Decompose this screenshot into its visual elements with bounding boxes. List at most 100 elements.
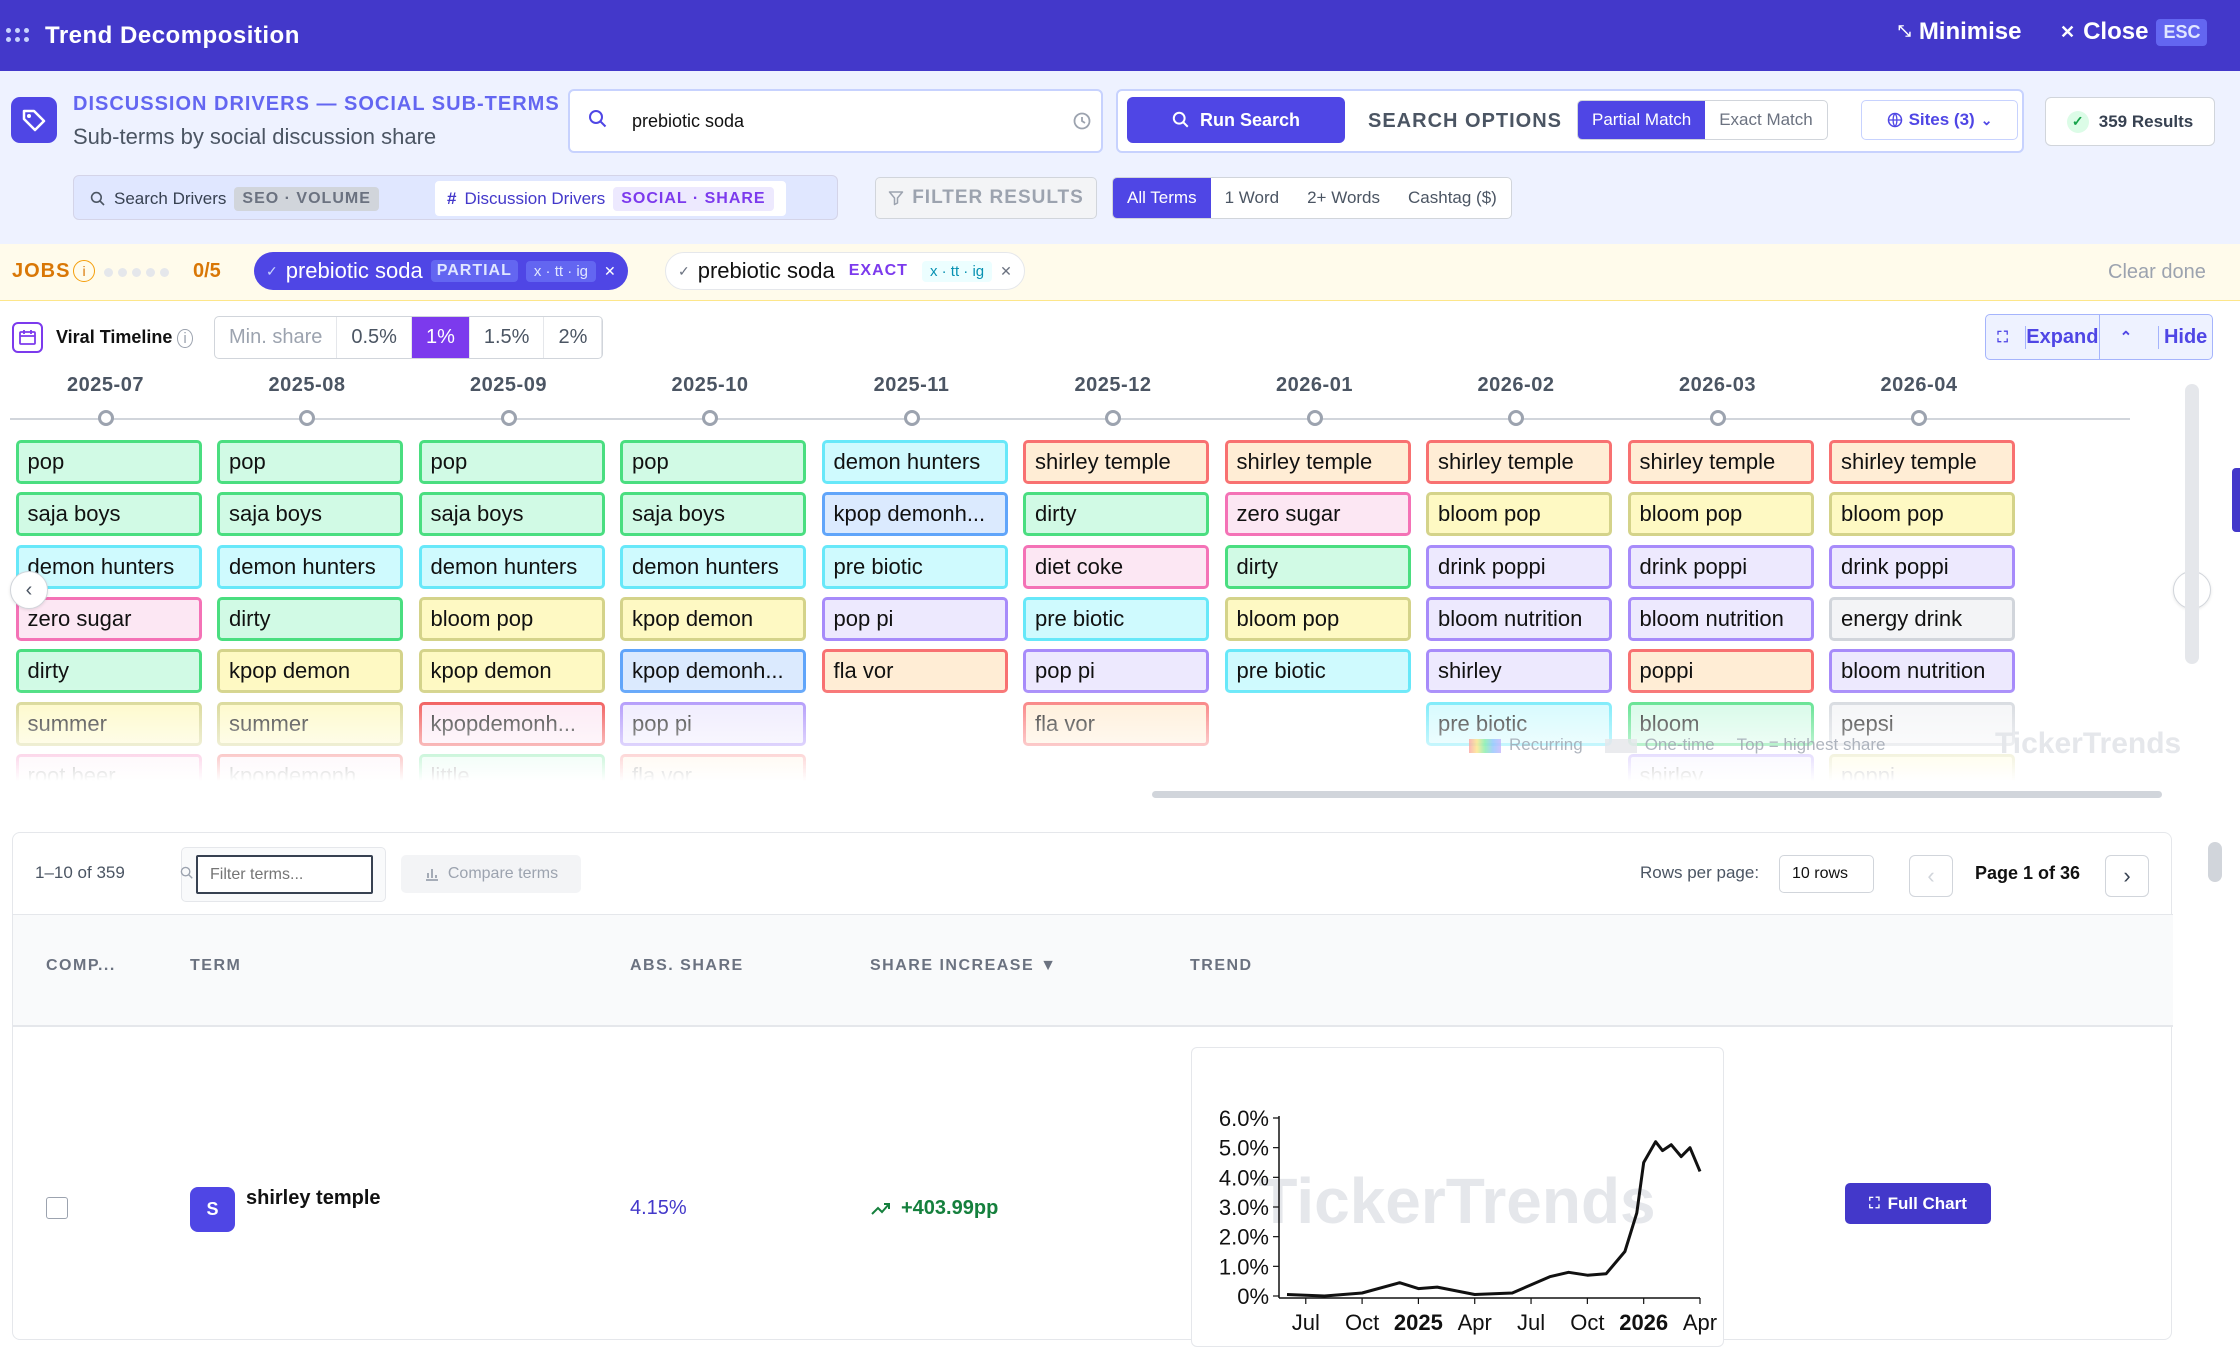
close-icon[interactable]: ✕ <box>1000 262 1012 279</box>
discussion-drivers-tab[interactable]: # Discussion Drivers SOCIAL · SHARE <box>434 180 787 217</box>
close-icon[interactable]: ✕ <box>604 262 616 279</box>
run-search-button[interactable]: Run Search <box>1127 97 1345 143</box>
col-share-increase[interactable]: SHARE INCREASE ▼ <box>870 957 1058 974</box>
compare-terms-button[interactable]: Compare terms <box>401 855 581 893</box>
timeline-term-chip[interactable]: pre biotic <box>1224 649 1411 694</box>
timeline-term-chip[interactable]: demon hunters <box>217 544 403 589</box>
viral-timeline[interactable]: 2025-062025-072025-082025-092025-102025-… <box>10 366 2130 782</box>
filter-all-terms[interactable]: All Terms <box>1113 178 1211 218</box>
timeline-term-chip[interactable]: bloom pop <box>1627 492 1814 537</box>
filter-terms-input[interactable] <box>196 855 373 894</box>
timeline-term-chip[interactable]: bloom pop <box>1426 492 1612 537</box>
timeline-term-chip[interactable]: pop <box>217 440 403 484</box>
search-input[interactable]: prebiotic soda <box>568 89 1103 153</box>
timeline-term-chip[interactable]: pop <box>418 440 605 484</box>
timeline-term-chip[interactable]: kpop demon <box>620 596 806 641</box>
timeline-term-chip[interactable]: saja boys <box>217 492 403 537</box>
filter-cashtag[interactable]: Cashtag ($) <box>1408 188 1497 207</box>
history-icon[interactable] <box>1072 111 1092 136</box>
col-abs-share[interactable]: ABS. SHARE <box>630 957 744 974</box>
row-checkbox[interactable] <box>46 1197 68 1219</box>
timeline-term-chip[interactable]: dirty <box>15 649 202 694</box>
timeline-month-dot[interactable] <box>1105 410 1121 426</box>
share-2[interactable]: 2% <box>544 317 603 358</box>
horizontal-scrollbar[interactable] <box>1152 791 2162 798</box>
term-name[interactable]: shirley temple <box>246 1187 381 1209</box>
next-page-button[interactable]: › <box>2105 855 2149 897</box>
timeline-term-chip[interactable]: shirley temple <box>1829 440 2015 484</box>
timeline-term-chip[interactable]: demon hunters <box>418 544 605 589</box>
drag-handle-icon[interactable] <box>6 28 34 44</box>
timeline-term-chip[interactable]: bloom nutrition <box>1627 596 1814 641</box>
prev-page-button[interactable]: ‹ <box>1909 855 1953 897</box>
timeline-prev-button[interactable]: ‹ <box>10 571 48 609</box>
timeline-term-chip[interactable]: kpop demonh... <box>821 492 1008 537</box>
timeline-term-chip[interactable]: pop <box>620 440 806 484</box>
timeline-term-chip[interactable]: dirty <box>1224 544 1411 589</box>
timeline-month-dot[interactable] <box>1709 410 1726 426</box>
filter-2-plus-words[interactable]: 2+ Words <box>1307 188 1381 207</box>
col-comp[interactable]: COMP... <box>46 957 116 974</box>
timeline-term-chip[interactable]: saja boys <box>418 492 605 537</box>
job-chip-partial[interactable]: ✓ prebiotic soda PARTIAL x · tt · ig ✕ <box>254 252 628 290</box>
timeline-month-dot[interactable] <box>1508 410 1524 426</box>
timeline-term-chip[interactable]: saja boys <box>15 492 202 537</box>
expand-button[interactable]: ⛶ Expand <box>1986 315 2099 359</box>
timeline-term-chip[interactable]: demon hunters <box>620 544 806 589</box>
share-1[interactable]: 1% <box>411 317 470 358</box>
full-chart-button[interactable]: ⛶ Full Chart <box>1845 1183 1991 1224</box>
vertical-scrollbar[interactable] <box>2185 384 2199 664</box>
minimise-button[interactable]: ⤡ Minimise <box>1898 18 2022 46</box>
timeline-term-chip[interactable]: shirley <box>1426 649 1612 694</box>
timeline-month-dot[interactable] <box>1911 410 1927 426</box>
timeline-term-chip[interactable]: pop <box>15 440 202 484</box>
hide-button[interactable]: ⌃ Hide <box>2098 315 2213 359</box>
search-drivers-tab[interactable]: Search Drivers SEO · VOLUME <box>78 180 391 217</box>
share-0-5[interactable]: 0.5% <box>337 317 412 358</box>
timeline-month-dot[interactable] <box>299 410 315 426</box>
timeline-term-chip[interactable]: shirley temple <box>1023 440 1209 484</box>
timeline-term-chip[interactable]: zero sugar <box>1224 492 1411 537</box>
timeline-month-dot[interactable] <box>97 410 114 426</box>
timeline-term-chip[interactable]: bloom pop <box>418 596 605 641</box>
rows-per-page-select[interactable]: 10 rows <box>1779 855 1874 893</box>
timeline-term-chip[interactable]: diet coke <box>1023 544 1209 589</box>
timeline-term-chip[interactable]: bloom nutrition <box>1829 649 2015 694</box>
timeline-term-chip[interactable]: shirley temple <box>1426 440 1612 484</box>
clear-done-button[interactable]: Clear done <box>2108 261 2206 283</box>
timeline-term-chip[interactable]: bloom nutrition <box>1426 596 1612 641</box>
timeline-term-chip[interactable]: drink poppi <box>1426 544 1612 589</box>
timeline-term-chip[interactable]: bloom pop <box>1829 492 2015 537</box>
sites-dropdown[interactable]: Sites (3) ⌄ <box>1861 100 2018 140</box>
info-icon[interactable]: i <box>73 260 95 282</box>
timeline-term-chip[interactable]: shirley temple <box>1224 440 1411 484</box>
job-chip-exact[interactable]: ✓ prebiotic soda EXACT x · tt · ig ✕ <box>665 252 1025 290</box>
partial-match-option[interactable]: Partial Match <box>1578 101 1706 139</box>
timeline-term-chip[interactable]: saja boys <box>620 492 806 537</box>
info-icon[interactable]: i <box>177 329 193 348</box>
timeline-term-chip[interactable]: zero sugar <box>15 596 202 641</box>
share-1-5[interactable]: 1.5% <box>470 317 545 358</box>
timeline-month-dot[interactable] <box>702 410 718 426</box>
timeline-term-chip[interactable]: demon hunters <box>15 544 202 589</box>
timeline-month-dot[interactable] <box>1306 410 1323 426</box>
exact-match-option[interactable]: Exact Match <box>1719 110 1813 129</box>
timeline-term-chip[interactable]: demon hunters <box>821 440 1008 484</box>
timeline-term-chip[interactable]: bloom pop <box>1224 596 1411 641</box>
timeline-term-chip[interactable]: drink poppi <box>1829 544 2015 589</box>
timeline-month-dot[interactable] <box>903 410 920 426</box>
col-term[interactable]: TERM <box>190 957 242 974</box>
timeline-term-chip[interactable]: dirty <box>1023 492 1209 537</box>
timeline-month-dot[interactable] <box>500 410 517 426</box>
filter-1-word[interactable]: 1 Word <box>1224 188 1280 207</box>
timeline-term-chip[interactable]: shirley temple <box>1627 440 1814 484</box>
timeline-term-chip[interactable]: energy drink <box>1829 596 2015 641</box>
timeline-term-chip[interactable]: pre biotic <box>821 544 1008 589</box>
timeline-term-chip[interactable]: dirty <box>217 596 403 641</box>
timeline-term-chip[interactable]: pre biotic <box>1023 596 1209 641</box>
timeline-term-chip[interactable]: pop pi <box>1023 649 1209 694</box>
page-scrollbar[interactable] <box>2208 842 2222 882</box>
timeline-term-chip[interactable]: drink poppi <box>1627 544 1814 589</box>
timeline-term-chip[interactable]: pop pi <box>821 596 1008 641</box>
close-button[interactable]: ✕ Close ESC <box>2060 18 2208 46</box>
